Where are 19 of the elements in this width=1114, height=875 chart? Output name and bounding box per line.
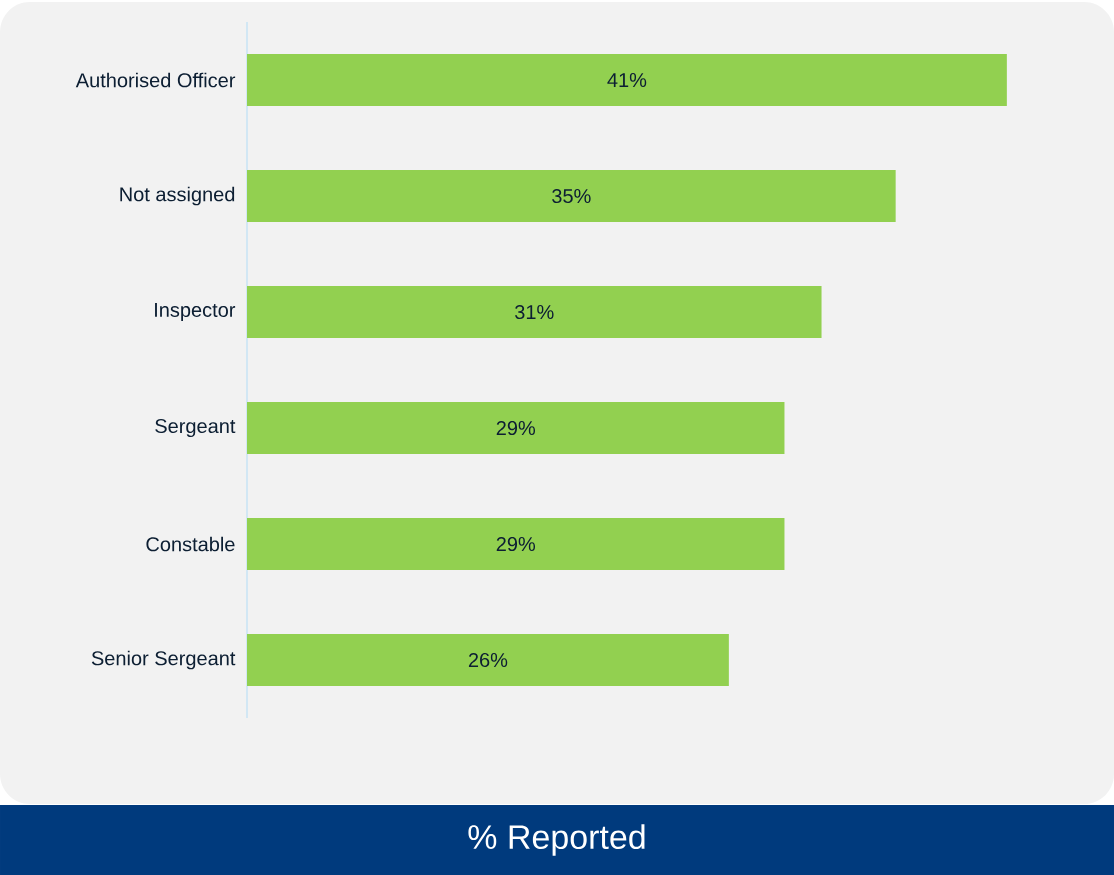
bar: [247, 286, 822, 339]
bar: [247, 402, 785, 455]
y-tick-label: Authorised Officer: [75, 72, 236, 88]
y-tick-label: Inspector: [155, 303, 236, 321]
bar: [247, 518, 785, 571]
data-label: 26%: [468, 652, 508, 668]
bar: [247, 634, 729, 686]
bar: [247, 170, 896, 223]
y-tick-label: Not assigned: [120, 186, 235, 206]
bar: [247, 54, 1007, 107]
data-label: 35%: [552, 188, 591, 204]
data-label: 41%: [607, 73, 647, 87]
y-tick-label: Sergeant: [155, 418, 236, 438]
data-label: 31%: [515, 304, 554, 320]
data-label: 29%: [496, 536, 536, 552]
x-axis-title: % Reported: [468, 824, 645, 856]
y-tick-label: Senior Sergeant: [91, 650, 236, 670]
data-label: 29%: [496, 420, 536, 436]
y-tick-label: Constable: [146, 536, 235, 552]
